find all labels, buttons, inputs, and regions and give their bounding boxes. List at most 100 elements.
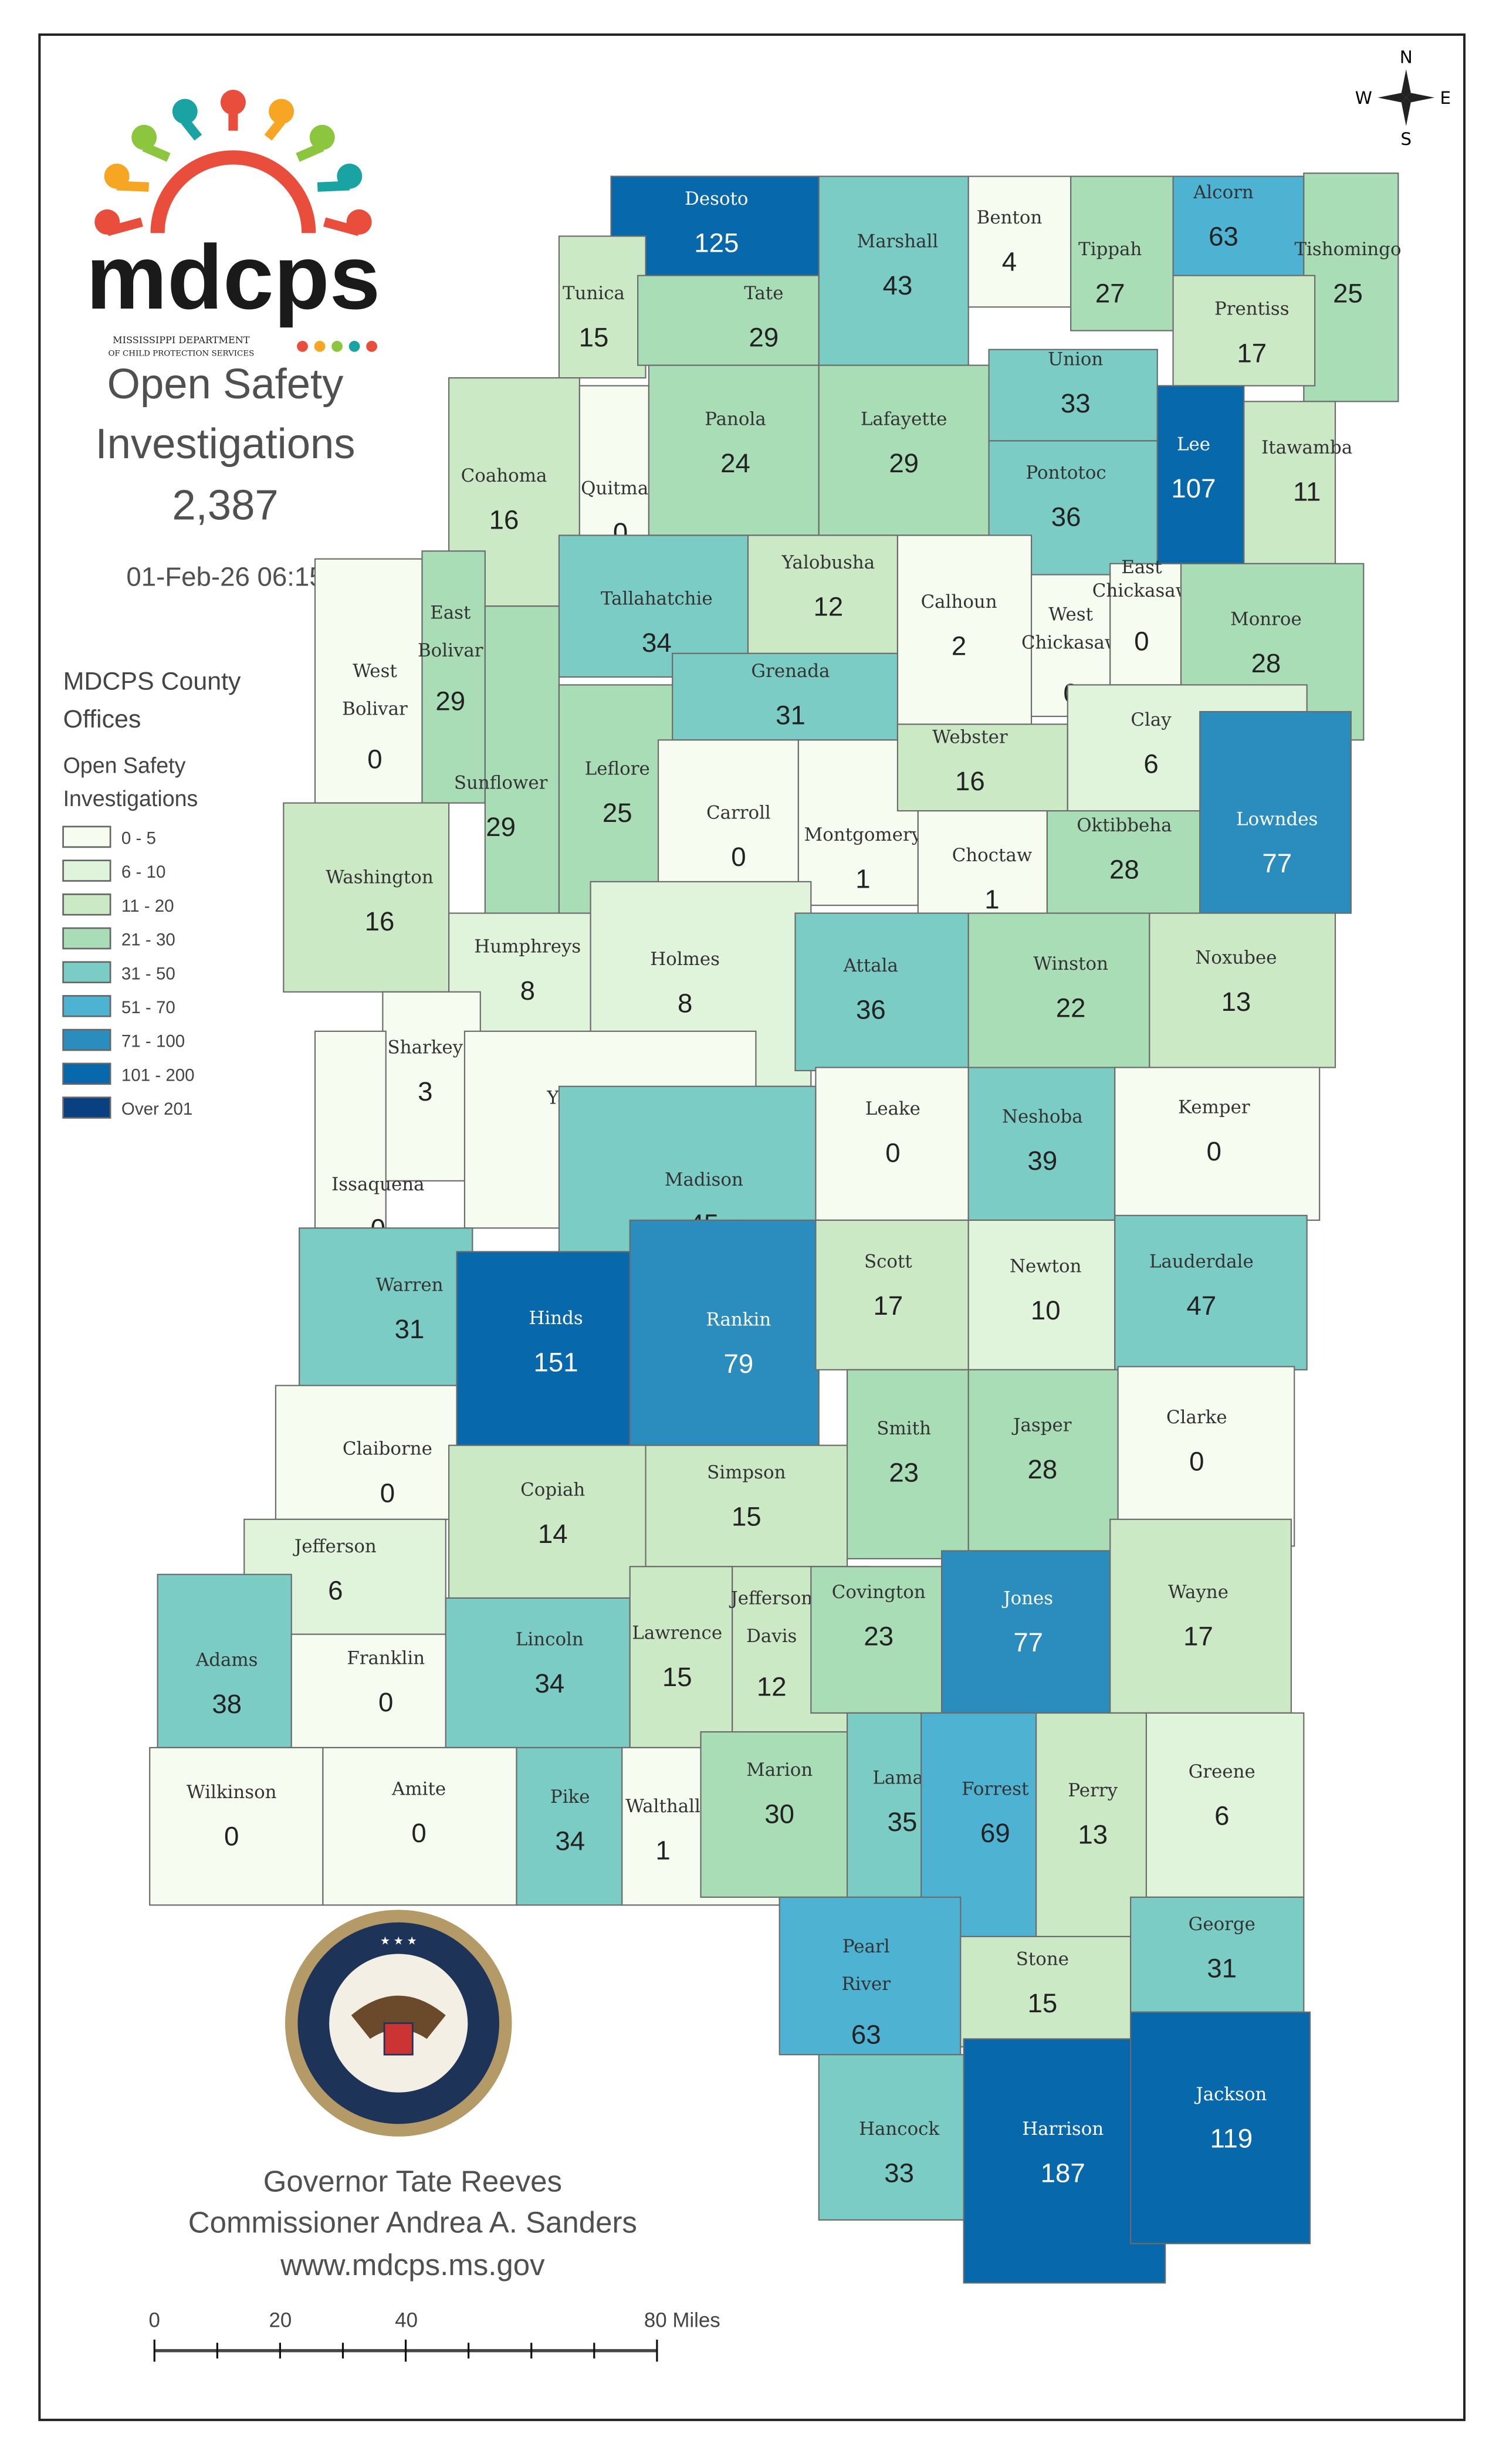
county-carroll[interactable]: Carroll 0 <box>657 739 799 906</box>
county-shape[interactable] <box>1199 710 1352 914</box>
county-sunflower[interactable]: Sunflower 29 <box>454 605 560 914</box>
county-shape[interactable] <box>445 1597 631 1748</box>
county-shape[interactable] <box>815 1219 969 1370</box>
county-shape[interactable] <box>747 534 899 662</box>
county-webster[interactable]: Webster 16 <box>896 723 1068 812</box>
county-shape[interactable] <box>1114 1067 1321 1221</box>
county-issaquena[interactable]: Issaquena0 <box>314 1030 425 1244</box>
county-shape[interactable] <box>516 1747 623 1906</box>
county-claiborne[interactable]: Claiborne 0 <box>275 1385 458 1520</box>
county-shape[interactable] <box>1130 2011 1311 2245</box>
county-shape[interactable] <box>967 1067 1116 1221</box>
county-tippah[interactable]: Tippah 27 <box>1070 175 1174 331</box>
county-shape[interactable] <box>810 1566 943 1714</box>
county-shape[interactable] <box>645 1444 848 1568</box>
county-shape[interactable] <box>275 1385 458 1520</box>
county-shape[interactable] <box>847 1369 969 1559</box>
county-shape[interactable] <box>1243 401 1336 564</box>
county-lawrence[interactable]: Lawrence 15 <box>629 1566 733 1748</box>
county-lincoln[interactable]: Lincoln 34 <box>445 1597 631 1748</box>
county-shape[interactable] <box>1130 1896 1305 2013</box>
county-shape[interactable] <box>1046 810 1201 914</box>
county-benton[interactable]: Benton 4 <box>967 175 1072 308</box>
county-itawamba[interactable]: Itawamba 11 <box>1243 401 1352 564</box>
county-shape[interactable] <box>657 739 799 906</box>
county-stone[interactable]: Stone 15 <box>960 1935 1132 2047</box>
county-shape[interactable] <box>421 550 486 804</box>
county-hinds[interactable]: Hinds 151 <box>456 1251 631 1446</box>
county-shape[interactable] <box>299 1227 473 1386</box>
county-neshoba[interactable]: Neshoba 39 <box>967 1067 1116 1221</box>
county-newton[interactable]: Newton 10 <box>967 1219 1116 1370</box>
county-amite[interactable]: Amite 0 <box>322 1747 517 1906</box>
county-noxubee[interactable]: Noxubee 13 <box>1149 912 1336 1068</box>
county-shape[interactable] <box>1145 1712 1305 1898</box>
county-jasper[interactable]: Jasper 28 <box>967 1369 1119 1552</box>
county-lee[interactable]: Lee 107 <box>1156 385 1245 564</box>
county-oktibbeha[interactable]: Oktibbeha 28 <box>1046 810 1201 914</box>
county-perry[interactable]: Perry 13 <box>1035 1712 1148 1938</box>
county-east-bolivar[interactable]: East Bolivar 29 <box>418 550 486 804</box>
county-lowndes[interactable]: Lowndes 77 <box>1199 710 1352 914</box>
county-shape[interactable] <box>1172 275 1316 387</box>
county-shape[interactable] <box>637 275 820 366</box>
county-panola[interactable]: Panola 24 <box>648 364 820 536</box>
county-shape[interactable] <box>967 1369 1119 1552</box>
county-shape[interactable] <box>1117 1366 1295 1547</box>
county-wilkinson[interactable]: Wilkinson 0 <box>149 1747 324 1906</box>
county-shape[interactable] <box>1035 1712 1148 1938</box>
county-shape[interactable] <box>941 1550 1111 1714</box>
county-shape[interactable] <box>157 1573 292 1748</box>
county-tate[interactable]: Tate 29 <box>637 275 820 366</box>
county-pontotoc[interactable]: Pontotoc 36 <box>988 440 1158 576</box>
county-shape[interactable] <box>896 534 1033 725</box>
county-shape[interactable] <box>700 1731 848 1898</box>
county-clarke[interactable]: Clarke 0 <box>1117 1366 1295 1547</box>
county-simpson[interactable]: Simpson 15 <box>645 1444 848 1568</box>
county-lauderdale[interactable]: Lauderdale 47 <box>1114 1214 1308 1370</box>
county-shape[interactable] <box>484 605 560 914</box>
county-yalobusha[interactable]: Yalobusha 12 <box>747 534 899 662</box>
county-shape[interactable] <box>1149 912 1336 1068</box>
county-shape[interactable] <box>815 1067 969 1221</box>
county-jones[interactable]: Jones 77 <box>941 1550 1111 1714</box>
county-shape[interactable] <box>818 2054 969 2221</box>
county-shape[interactable] <box>896 723 1068 812</box>
county-shape[interactable] <box>1070 175 1174 331</box>
county-pike[interactable]: Pike 34 <box>516 1747 623 1906</box>
county-shape[interactable] <box>794 912 969 1071</box>
county-greene[interactable]: Greene 6 <box>1145 1712 1305 1898</box>
county-scott[interactable]: Scott 17 <box>815 1219 969 1370</box>
county-pearl-river[interactable]: Pearl River 63 <box>779 1896 962 2056</box>
county-west-bolivar[interactable]: West Bolivar 0 <box>314 558 423 804</box>
county-shape[interactable] <box>629 1219 820 1446</box>
county-rankin[interactable]: Rankin 79 <box>629 1219 820 1446</box>
county-shape[interactable] <box>149 1747 324 1906</box>
county-shape[interactable] <box>967 1219 1116 1370</box>
county-shape[interactable] <box>779 1896 962 2056</box>
county-shape[interactable] <box>672 652 899 741</box>
county-marshall[interactable]: Marshall 43 <box>818 175 969 366</box>
county-warren[interactable]: Warren 31 <box>299 1227 473 1386</box>
county-tishomingo[interactable]: Tishomingo 25 <box>1294 172 1402 402</box>
county-wayne[interactable]: Wayne 17 <box>1109 1518 1292 1714</box>
county-shape[interactable] <box>1156 385 1245 564</box>
county-shape[interactable] <box>1303 172 1399 402</box>
county-shape[interactable] <box>967 175 1072 308</box>
county-shape[interactable] <box>1114 1214 1308 1370</box>
county-winston[interactable]: Winston 22 <box>967 912 1150 1071</box>
county-shape[interactable] <box>558 235 647 379</box>
county-marion[interactable]: Marion 30 <box>700 1731 848 1898</box>
county-copiah[interactable]: Copiah 14 <box>448 1444 662 1599</box>
county-shape[interactable] <box>448 1444 662 1599</box>
county-washington[interactable]: Washington 16 <box>283 802 450 993</box>
county-shape[interactable] <box>1109 563 1182 686</box>
county-shape[interactable] <box>1109 1518 1292 1714</box>
county-shape[interactable] <box>314 1030 387 1229</box>
county-shape[interactable] <box>283 802 450 993</box>
county-calhoun[interactable]: Calhoun 2 <box>896 534 1033 725</box>
county-leake[interactable]: Leake 0 <box>815 1067 969 1221</box>
county-kemper[interactable]: Kemper 0 <box>1114 1067 1321 1221</box>
county-attala[interactable]: Attala 36 <box>794 912 969 1071</box>
